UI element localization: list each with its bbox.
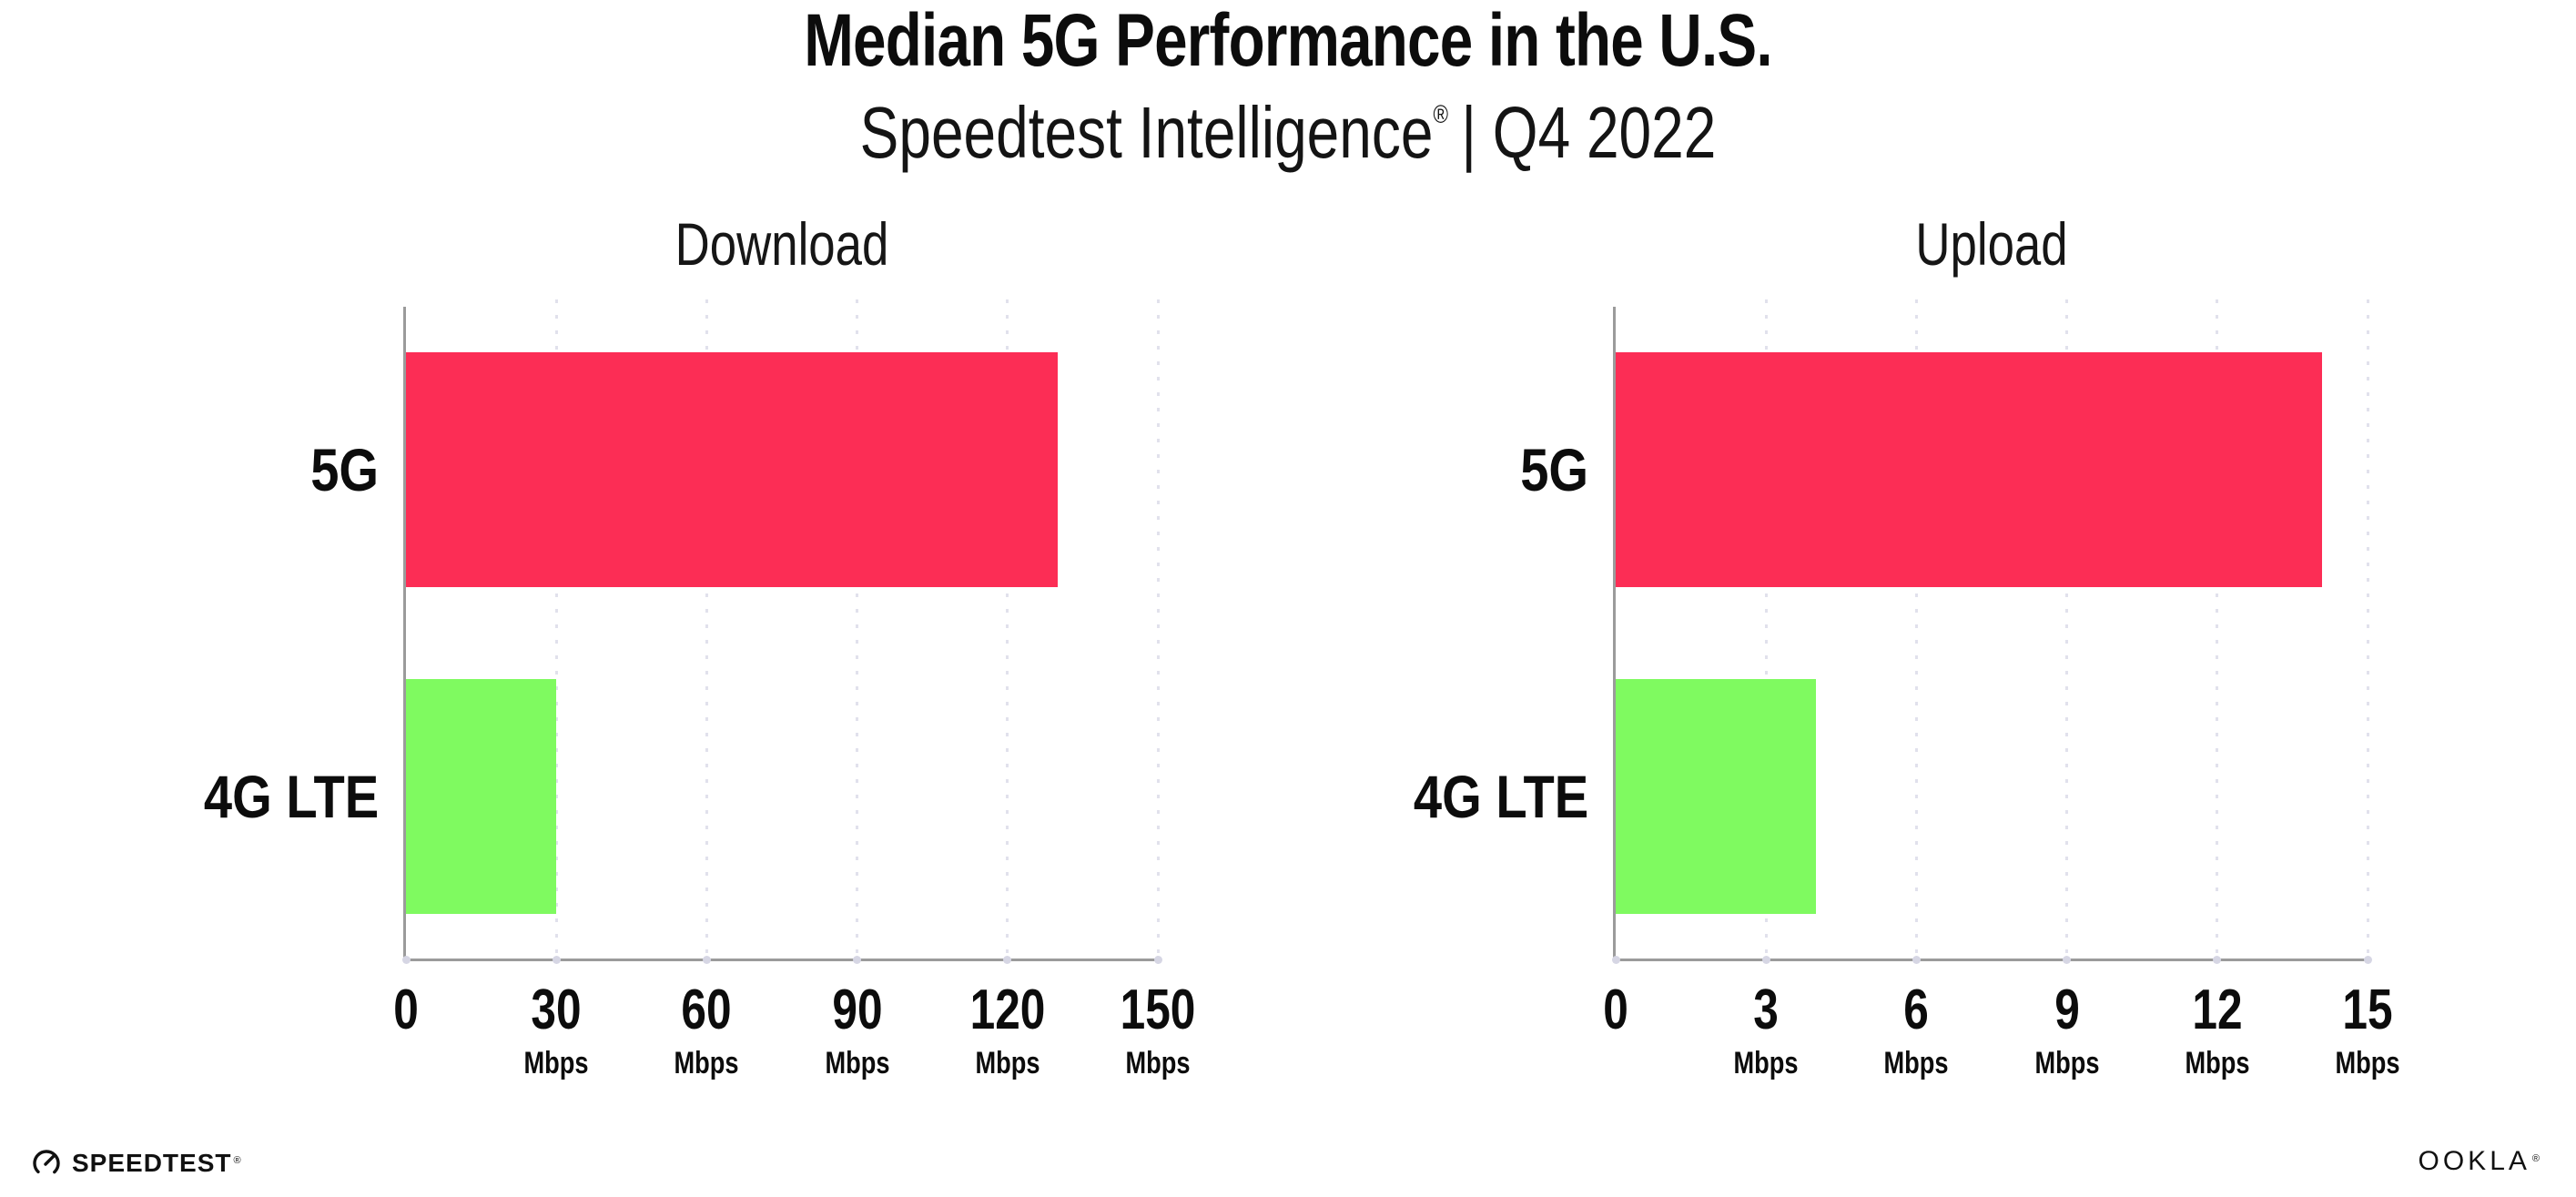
subtitle-brand: Speedtest Intelligence [859,92,1434,173]
tick-value: 15 [2342,979,2393,1041]
page-subtitle: Speedtest Intelligence® | Q4 2022 [258,95,2318,171]
speedtest-gauge-icon [31,1148,62,1179]
tick-value: 30 [531,979,582,1041]
tick-label-3: 3 Mbps [1733,979,1799,1080]
gridline-12 [2216,299,2219,959]
page-title: Median 5G Performance in the U.S. [804,0,1772,82]
tick-label-9: 9 Mbps [2034,979,2100,1080]
axis-tick-dot-60 [702,956,711,964]
speedtest-logo: SPEEDTEST ® [31,1148,242,1179]
tick-unit: Mbps [523,1046,589,1080]
tick-label-15: 15 Mbps [2335,979,2400,1080]
axis-tick-dot-15 [2363,956,2372,964]
speedtest-wordmark: SPEEDTEST ® [72,1149,242,1177]
axis-tick-dot-150 [1153,956,1162,964]
tick-unit: Mbps [674,1046,739,1080]
gridline-3 [1764,299,1768,959]
ookla-logo: OOKLA ® [2419,1148,2543,1175]
upload-chart-title: Upload [1915,210,2068,278]
bar-4g-lte [1616,679,1817,914]
tick-value: 0 [393,979,419,1041]
ookla-registered-icon: ® [2531,1153,2543,1164]
axis-tick-dot-9 [2063,956,2072,964]
tick-value: 60 [681,979,732,1041]
tick-value: 12 [2192,979,2243,1041]
axis-tick-dot-0 [401,956,411,964]
speedtest-registered-icon: ® [233,1155,242,1166]
tick-value: 6 [1903,979,1930,1041]
tick-unit: Mbps [1883,1046,1949,1080]
tick-value: 3 [1753,979,1779,1041]
tick-label-6: 6 Mbps [1883,979,1949,1080]
upload-chart-plot: Upload 0 3 Mbps 6 Mbps 9 Mbps 12 Mbps 15 Mbps 5G 4G L… [1414,214,2400,1079]
registered-trademark-icon: ® [1433,100,1448,128]
gridline-120 [1006,299,1009,959]
gridline-90 [856,299,859,959]
gridline-30 [554,299,558,959]
tick-label-0: 0 [393,982,419,1039]
tick-label-0: 0 [1603,982,1628,1039]
bar-5g [1616,352,2323,587]
tick-unit: Mbps [2034,1046,2100,1080]
tick-value: 150 [1120,979,1196,1041]
axis-tick-dot-12 [2213,956,2222,964]
gridline-150 [1156,299,1160,959]
tick-value: 120 [969,979,1046,1041]
gridline-60 [705,299,708,959]
tick-unit: Mbps [2335,1046,2400,1080]
ookla-wordmark: OOKLA [2418,1146,2530,1176]
tick-label-120: 120 Mbps [969,979,1046,1080]
tick-unit: Mbps [825,1046,890,1080]
gridline-15 [2366,299,2369,959]
axis-tick-dot-30 [552,956,561,964]
category-label-4g-lte: 4G LTE [1413,763,1588,830]
tick-label-60: 60 Mbps [674,979,739,1080]
tick-value: 90 [832,979,883,1041]
axis-tick-dot-0 [1611,956,1620,964]
axis-tick-dot-6 [1912,956,1921,964]
tick-label-90: 90 Mbps [825,979,890,1080]
axis-tick-dot-3 [1761,956,1770,964]
tick-unit: Mbps [975,1046,1040,1080]
download-chart-plot: Download 0 30 Mbps 60 Mbps 90 Mbps 120 Mbps 150 Mbp… [204,214,1196,1079]
category-label-5g: 5G [310,436,379,503]
tick-value: 9 [2054,979,2080,1041]
tick-unit: Mbps [1733,1046,1799,1080]
subtitle-quarter: | Q4 2022 [1461,92,1717,173]
gridline-9 [2065,299,2069,959]
tick-label-12: 12 Mbps [2185,979,2250,1080]
tick-unit: Mbps [1125,1046,1191,1080]
tick-unit: Mbps [2185,1046,2250,1080]
tick-value: 0 [1603,979,1628,1041]
category-label-4g-lte: 4G LTE [203,763,379,830]
category-label-5g: 5G [1520,436,1588,503]
download-chart-title: Download [674,210,889,278]
gridline-6 [1914,299,1918,959]
axis-tick-dot-120 [1003,956,1012,964]
tick-label-30: 30 Mbps [523,979,589,1080]
bar-5g [406,352,1058,587]
bar-4g-lte [406,679,557,914]
tick-label-150: 150 Mbps [1120,979,1196,1080]
axis-tick-dot-90 [853,956,862,964]
